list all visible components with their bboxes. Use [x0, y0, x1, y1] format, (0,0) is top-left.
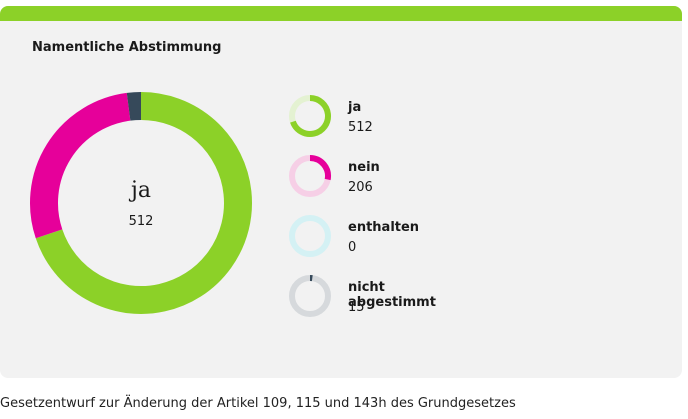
legend-value-nicht-abgestimmt: 15	[348, 300, 365, 315]
legend-value-nein: 206	[348, 180, 373, 195]
main-donut-slice-nicht-abgestimmt	[126, 92, 142, 121]
legend-label-ja: ja	[348, 100, 362, 115]
mini-donut-enthalten	[289, 215, 331, 257]
card-title: Namentliche Abstimmung	[32, 40, 222, 55]
legend-value-enthalten: 0	[348, 240, 357, 255]
mini-donut-nicht-abgestimmt	[289, 275, 331, 317]
legend-label-nein: nein	[348, 160, 380, 175]
mini-donut-track	[289, 215, 331, 257]
mini-donut-fill	[290, 95, 331, 137]
legend-value-ja: 512	[348, 120, 373, 135]
center-label: ja	[128, 178, 151, 203]
legend-label-nicht-abgestimmt: nicht abgestimmt	[348, 280, 436, 310]
card-accent-bar	[0, 6, 682, 21]
vote-card: Namentliche Abstimmung ja 512 ja 512 nein…	[0, 6, 682, 378]
mini-donut-ja	[289, 95, 331, 137]
caption: Gesetzentwurf zur Änderung der Artikel 1…	[0, 396, 516, 411]
main-donut-chart: ja 512	[30, 92, 252, 314]
main-donut-slice-nein	[30, 92, 131, 239]
legend-label-enthalten: enthalten	[348, 220, 420, 235]
mini-donut-track	[289, 275, 331, 317]
main-donut-slice-ja	[35, 92, 252, 314]
mini-donut-fill	[309, 155, 331, 181]
mini-donut-nein	[289, 155, 331, 197]
center-value: 512	[129, 214, 154, 229]
